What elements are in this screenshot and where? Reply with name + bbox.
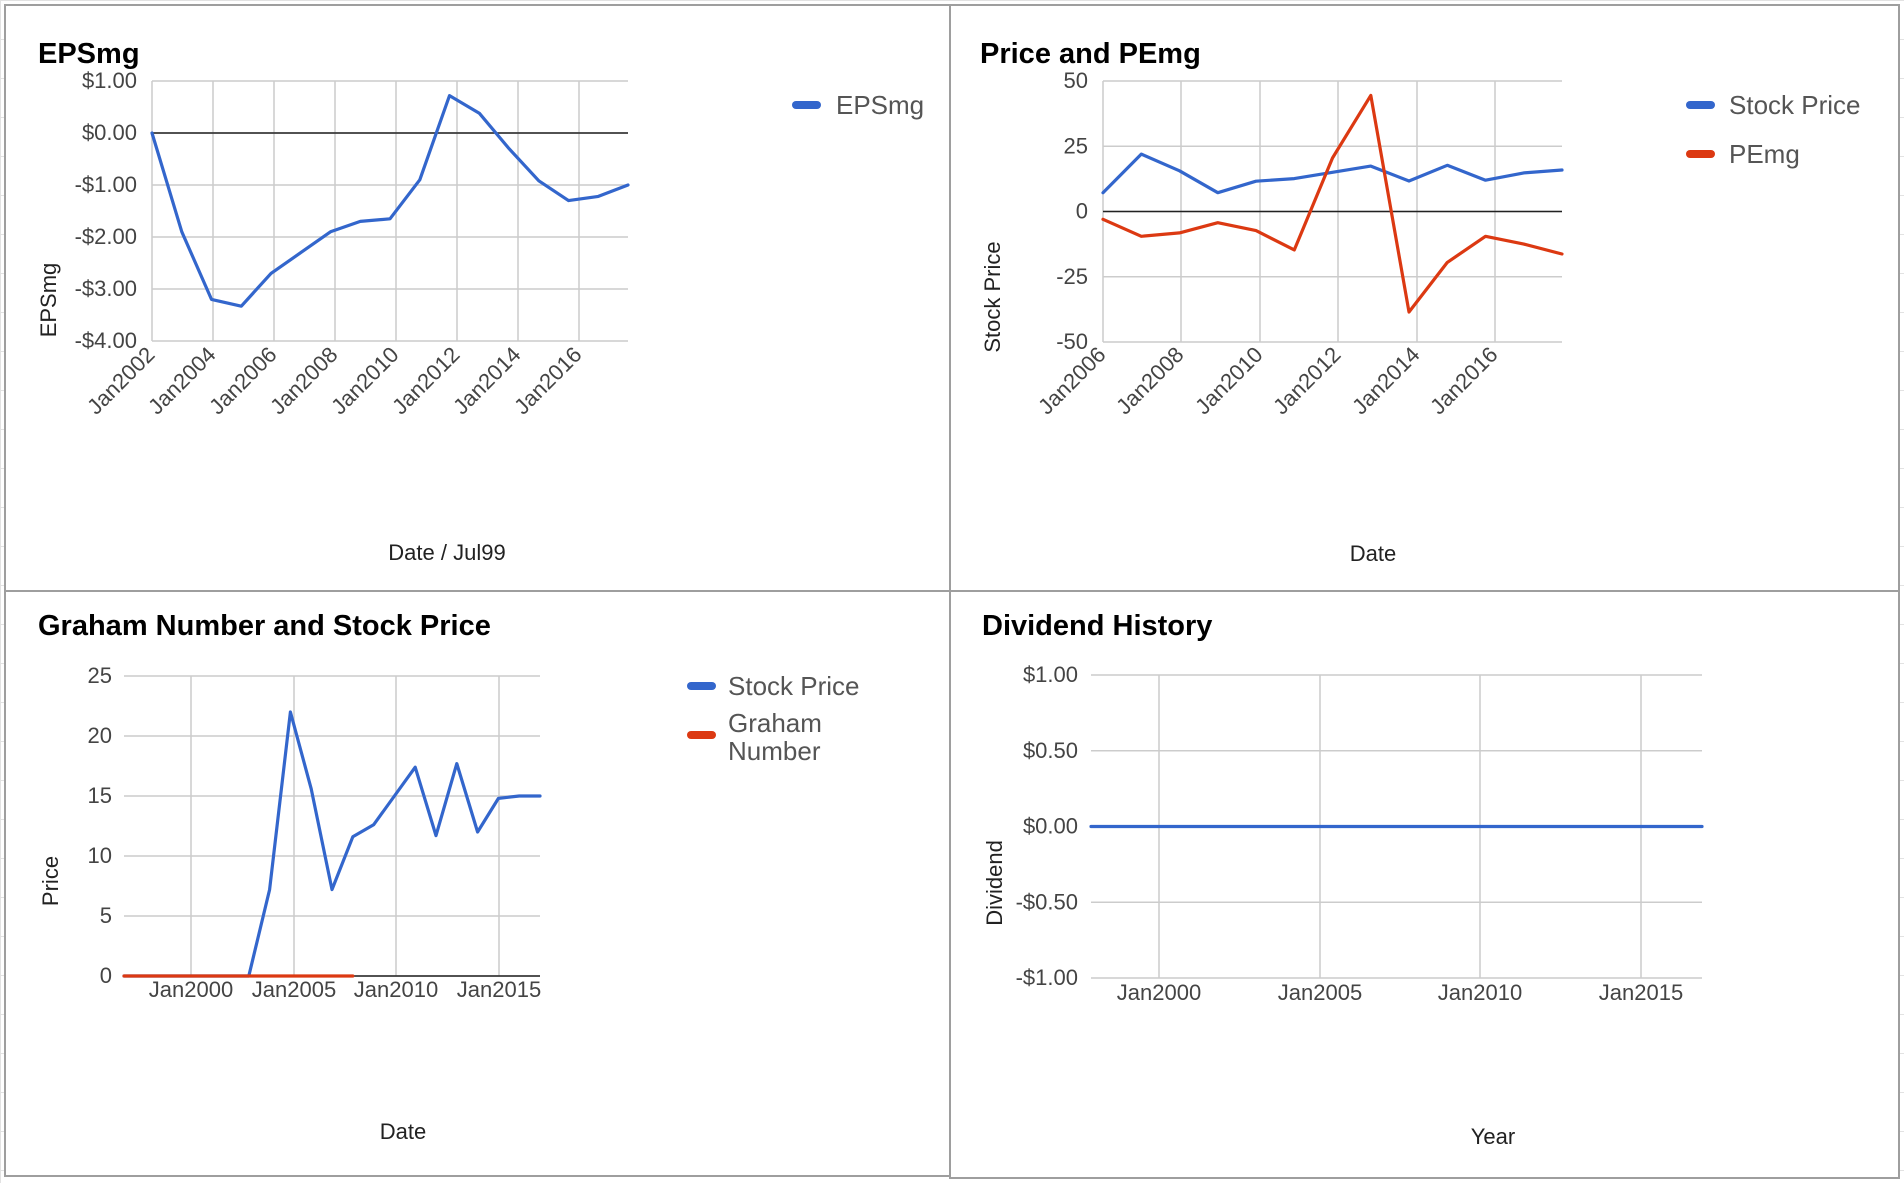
y-tick-label: -$4.00 <box>75 328 137 353</box>
chart-panel-price-pemg: Price and PEmg 50 25 0 -25 -50 Jan2006 Jan200… <box>949 4 1900 592</box>
y-tick-label: -$3.00 <box>75 276 137 301</box>
y-tick-label: 50 <box>1064 68 1088 93</box>
legend[interactable]: Stock Price Graham Number <box>687 671 860 766</box>
chart-title: Price and PEmg <box>980 38 1201 70</box>
legend[interactable]: EPSmg <box>792 90 924 120</box>
y-tick-label: $1.00 <box>1023 662 1078 687</box>
y-axis-label: Dividend <box>982 840 1007 926</box>
y-tick-label: $0.50 <box>1023 738 1078 763</box>
y-axis-label: Stock Price <box>980 241 1005 352</box>
plot-area: $1.00 $0.50 $0.00 -$0.50 -$1.00 Jan2000 Jan20… <box>1016 662 1704 1005</box>
y-tick-label: 10 <box>88 843 112 868</box>
y-tick-label: 0 <box>100 963 112 988</box>
legend-item-pemg: PEmg <box>1729 139 1800 169</box>
y-tick-label: -25 <box>1056 264 1088 289</box>
legend-item-graham-number-line2: Number <box>728 736 821 766</box>
x-tick-label: Jan2008 <box>1111 342 1188 419</box>
y-tick-label: 25 <box>88 663 112 688</box>
x-tick-label: Jan2016 <box>1425 342 1502 419</box>
plot-area: $1.00 $0.00 -$1.00 -$2.00 -$3.00 -$4.00 Jan20… <box>75 68 630 419</box>
chart-title: EPSmg <box>38 38 140 70</box>
y-tick-label: -$2.00 <box>75 224 137 249</box>
x-axis-label: Date <box>1350 541 1396 566</box>
chart-title: Graham Number and Stock Price <box>38 610 491 642</box>
x-tick-label: Jan2010 <box>1190 342 1267 419</box>
x-tick-label: Jan2000 <box>1117 980 1201 1005</box>
x-tick-label: Jan2012 <box>1268 342 1345 419</box>
x-axis-label: Date / Jul99 <box>388 540 505 565</box>
series-line-stock-price[interactable] <box>1101 152 1564 195</box>
chart-title: Dividend History <box>982 610 1212 642</box>
plot-area: 25 20 15 10 5 0 Jan2000 Jan2005 Jan2010 Jan2015 <box>88 663 542 1002</box>
chart-dividend: Dividend History $1.00 $0.50 $0.00 -$0.50 -$… <box>982 610 1704 1149</box>
legend-item-stock-price: Stock Price <box>1729 90 1861 120</box>
y-tick-label: -50 <box>1056 329 1088 354</box>
y-tick-label: 15 <box>88 783 112 808</box>
legend-item-epsmg: EPSmg <box>836 90 924 120</box>
y-tick-label: 20 <box>88 723 112 748</box>
x-tick-label: Jan2015 <box>457 977 541 1002</box>
y-tick-label: -$0.50 <box>1016 889 1078 914</box>
x-tick-label: Jan2005 <box>1278 980 1362 1005</box>
legend-item-graham-number: Graham Number <box>728 708 829 766</box>
chart-epsmg: EPSmg $1.00 $0.00 -$1.00 -$2.00 -$3.00 -$4.00… <box>36 38 924 565</box>
x-tick-label: Jan2014 <box>1347 342 1424 419</box>
legend-item-stock-price: Stock Price <box>728 671 860 701</box>
chart-graham: Graham Number and Stock Price 25 20 15 10 5 0… <box>38 610 860 1144</box>
y-tick-label: $0.00 <box>1023 814 1078 839</box>
chart-panel-dividend: Dividend History $1.00 $0.50 $0.00 -$0.50 -$… <box>949 590 1900 1179</box>
y-axis-label: Price <box>38 856 63 906</box>
y-tick-label: -$1.00 <box>75 172 137 197</box>
x-axis-label: Date <box>380 1119 426 1144</box>
x-tick-label: Jan2016 <box>509 342 586 419</box>
y-tick-label: 0 <box>1076 199 1088 224</box>
x-tick-label: Jan2005 <box>252 977 336 1002</box>
y-tick-label: $0.00 <box>82 120 137 145</box>
chart-panel-graham: Graham Number and Stock Price 25 20 15 10 5 0… <box>4 590 951 1177</box>
y-tick-label: $1.00 <box>82 68 137 93</box>
y-tick-label: 25 <box>1064 133 1088 158</box>
series-line-stock-price[interactable] <box>122 710 542 978</box>
x-tick-label: Jan2010 <box>1438 980 1522 1005</box>
x-tick-label: Jan2015 <box>1599 980 1683 1005</box>
y-tick-label: 5 <box>100 903 112 928</box>
legend[interactable]: Stock Price PEmg <box>1686 90 1861 169</box>
x-axis-label: Year <box>1471 1124 1515 1149</box>
x-tick-label: Jan2010 <box>354 977 438 1002</box>
x-tick-label: Jan2000 <box>149 977 233 1002</box>
series-line-pemg[interactable] <box>1101 93 1564 314</box>
chart-panel-epsmg: EPSmg $1.00 $0.00 -$1.00 -$2.00 -$3.00 -$4.00… <box>4 4 951 592</box>
y-axis-label: EPSmg <box>36 263 61 338</box>
y-tick-label: -$1.00 <box>1016 965 1078 990</box>
legend-item-graham-number-line1: Graham <box>728 708 822 738</box>
series-line-epsmg[interactable] <box>150 93 630 308</box>
